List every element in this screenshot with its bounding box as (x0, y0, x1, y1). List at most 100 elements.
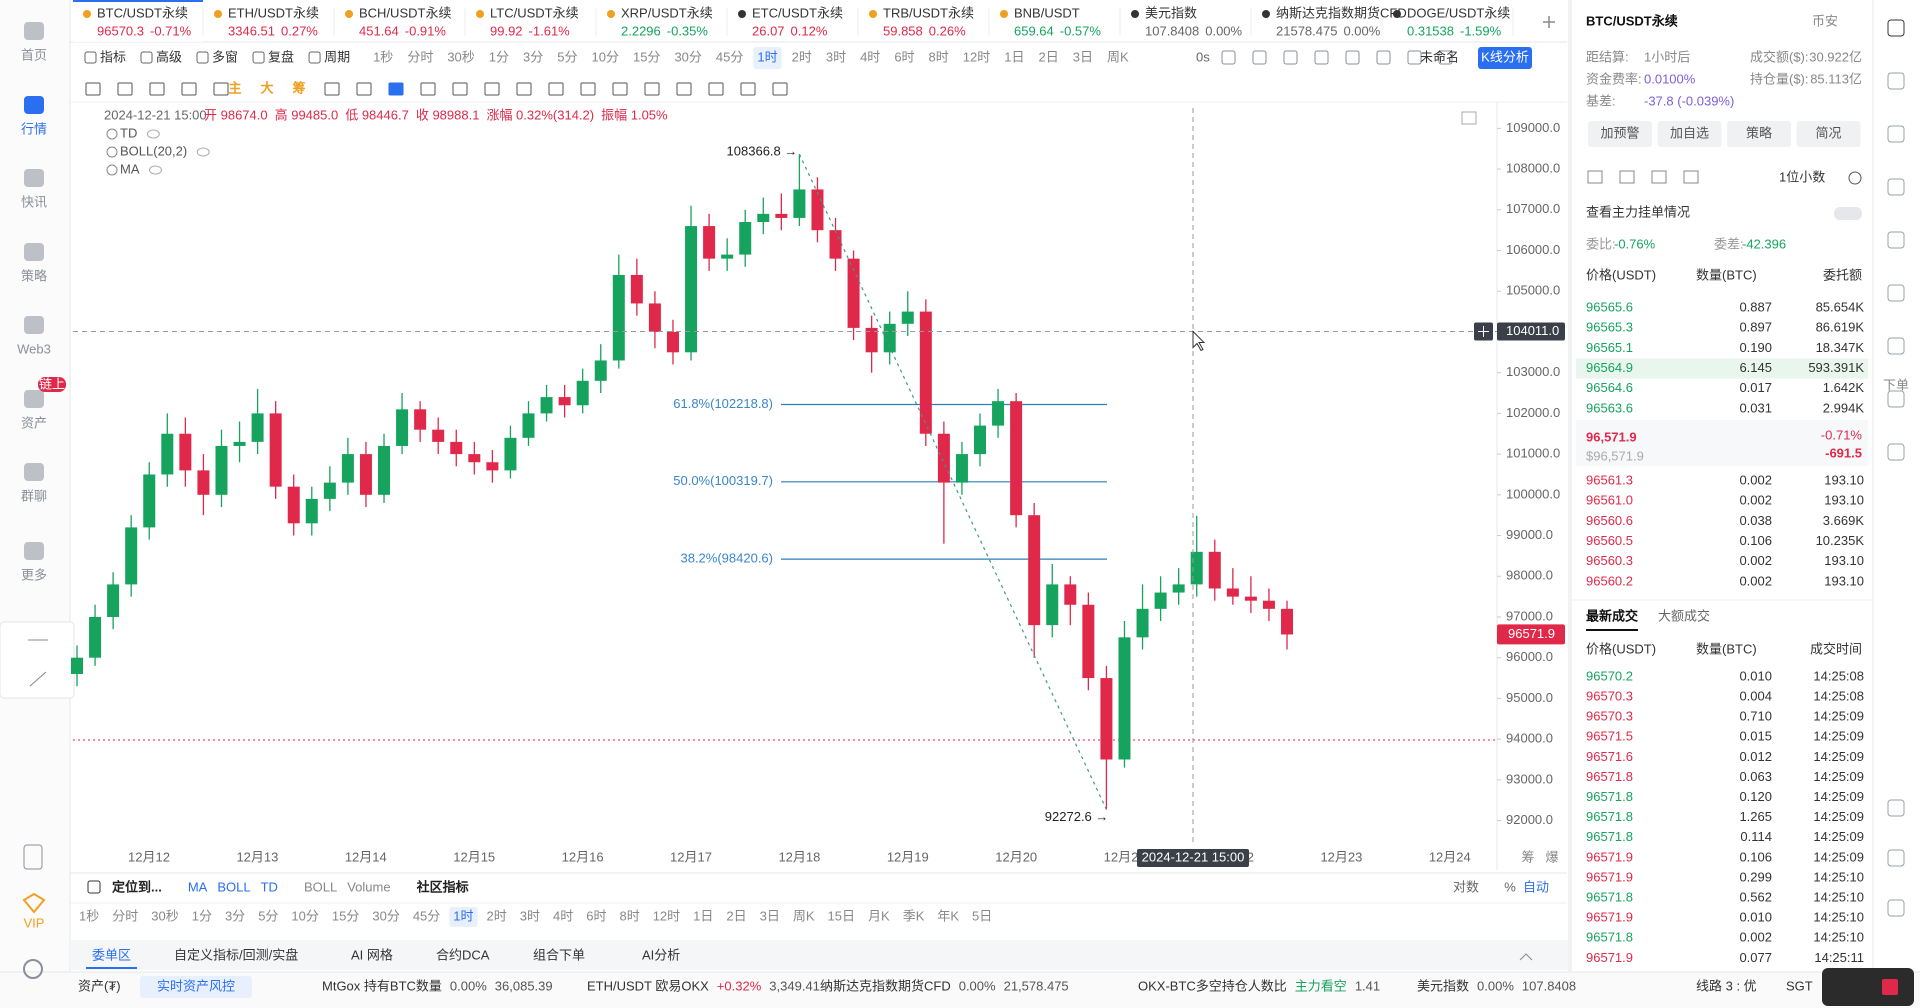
period[interactable]: 5分 (258, 908, 278, 923)
bottom-tab[interactable]: 自定义指标/回测/实盘 (174, 947, 298, 962)
period[interactable]: 周K (793, 908, 815, 923)
indicator-tag[interactable]: Volume (347, 879, 390, 894)
sidebar-item[interactable]: 更多 (21, 567, 47, 582)
toolbar-item[interactable]: 周期 (324, 49, 350, 64)
side-label[interactable]: 下单 (1883, 377, 1909, 392)
axis-extra[interactable]: 爆 (1545, 849, 1558, 864)
period[interactable]: 3时 (520, 908, 540, 923)
indicator-row-item[interactable]: 社区指标 (416, 879, 469, 894)
period[interactable]: 1分 (489, 49, 509, 64)
period[interactable]: 3分 (523, 49, 543, 64)
tab-name[interactable]: BTC/USDT永续 (97, 5, 188, 20)
period[interactable]: 8时 (929, 49, 949, 64)
period[interactable]: 30分 (372, 908, 399, 923)
period[interactable]: 30秒 (447, 49, 474, 64)
bottom-tab[interactable]: 委单区 (92, 947, 131, 962)
indicator-tag[interactable]: MA (188, 879, 208, 894)
period[interactable]: 季K (903, 908, 925, 923)
period[interactable]: 年K (937, 908, 959, 923)
indicator-tag[interactable]: TD (261, 879, 278, 894)
period[interactable]: 5分 (557, 49, 577, 64)
panel-button-label[interactable]: 加自选 (1670, 125, 1709, 140)
tab-name[interactable]: ETH/USDT永续 (228, 5, 319, 20)
period[interactable]: 12时 (653, 908, 680, 923)
scale-option[interactable]: 自动 (1523, 879, 1549, 894)
period[interactable]: 2日 (1038, 49, 1058, 64)
analysis-button-label[interactable]: K线分析 (1481, 49, 1529, 64)
period[interactable]: 3日 (1073, 49, 1093, 64)
sidebar-item[interactable]: Web3 (17, 341, 51, 356)
status-item[interactable]: 资产(₮) (78, 978, 121, 993)
period[interactable]: 1时 (453, 908, 473, 923)
precision[interactable]: 1位小数 (1779, 169, 1825, 184)
sidebar-item[interactable]: 资产 (21, 415, 47, 430)
indicator-tag[interactable]: BOLL (217, 879, 250, 894)
bottom-tab[interactable]: AI分析 (642, 947, 680, 962)
period[interactable]: 周K (1107, 49, 1129, 64)
period[interactable]: 12时 (963, 49, 990, 64)
panel-button-label[interactable]: 简况 (1815, 125, 1841, 140)
period[interactable]: 10分 (291, 908, 318, 923)
period[interactable]: 1秒 (79, 908, 99, 923)
period[interactable]: 45分 (716, 49, 743, 64)
period[interactable]: 8时 (619, 908, 639, 923)
sidebar-item[interactable]: 快讯 (21, 194, 47, 209)
panel-button-label[interactable]: 加预警 (1600, 125, 1639, 140)
period[interactable]: 1秒 (373, 49, 393, 64)
depth-link[interactable]: 查看主力挂单情况 (1586, 204, 1690, 219)
period[interactable]: 6时 (894, 49, 914, 64)
toolbar-item[interactable]: 高级 (156, 49, 182, 64)
sidebar-item[interactable]: 首页 (21, 47, 47, 62)
draw-tool[interactable]: 大 (260, 80, 273, 95)
period[interactable]: 4时 (860, 49, 880, 64)
period[interactable]: 5日 (972, 908, 992, 923)
tab-name[interactable]: BNB/USDT (1014, 5, 1080, 20)
indicator[interactable]: BOLL(20,2) (120, 143, 187, 158)
period[interactable]: 30秒 (151, 908, 178, 923)
period[interactable]: 10分 (592, 49, 619, 64)
toolbar-item[interactable]: 指标 (100, 49, 126, 64)
period[interactable]: 4时 (553, 908, 573, 923)
period[interactable]: 1时 (757, 49, 777, 64)
period[interactable]: 15日 (828, 908, 855, 923)
indicator[interactable]: MA (120, 161, 140, 176)
tab-name[interactable]: XRP/USDT永续 (621, 5, 713, 20)
bottom-tab[interactable]: AI 网格 (351, 947, 393, 962)
period[interactable]: 45分 (413, 908, 440, 923)
axis-extra[interactable]: 筹 (1521, 849, 1534, 864)
indicator-row-item[interactable]: 定位到... (111, 879, 162, 894)
trade-tab[interactable]: 大额成交 (1658, 608, 1710, 623)
vip[interactable]: VIP (24, 915, 45, 930)
period[interactable]: 1分 (192, 908, 212, 923)
period[interactable]: 1日 (693, 908, 713, 923)
period[interactable]: 月K (868, 908, 890, 923)
trade-tab[interactable]: 最新成交 (1586, 608, 1638, 623)
bottom-tab[interactable]: 组合下单 (533, 947, 585, 962)
indicator-tag[interactable]: BOLL (304, 879, 337, 894)
draw-tool[interactable]: 筹 (292, 80, 305, 95)
status-risk[interactable]: 实时资产风控 (157, 978, 235, 993)
period[interactable]: 15分 (332, 908, 359, 923)
period[interactable]: 2时 (487, 908, 507, 923)
draw-tool[interactable]: 主 (228, 80, 241, 95)
scale-option[interactable]: % (1504, 879, 1516, 894)
tab-name[interactable]: BCH/USDT永续 (359, 5, 451, 20)
toolbar-item[interactable]: 多窗 (212, 49, 238, 64)
period[interactable]: 1日 (1004, 49, 1024, 64)
period[interactable]: 2时 (792, 49, 812, 64)
layout-name[interactable]: 未命名 (1420, 49, 1459, 64)
tab-name[interactable]: LTC/USDT永续 (490, 5, 579, 20)
period[interactable]: 30分 (674, 49, 701, 64)
period[interactable]: 分时 (407, 49, 433, 64)
tab-name[interactable]: 美元指数 (1145, 5, 1197, 20)
tab-name[interactable]: DOGE/USDT永续 (1407, 5, 1510, 20)
period[interactable]: 3分 (225, 908, 245, 923)
sidebar-item[interactable]: 群聊 (21, 488, 47, 503)
sidebar-item[interactable]: 策略 (21, 268, 47, 283)
toolbar-item[interactable]: 复盘 (268, 49, 294, 64)
tab-name[interactable]: TRB/USDT永续 (883, 5, 974, 20)
period[interactable]: 分时 (112, 908, 138, 923)
indicator[interactable]: TD (120, 125, 137, 140)
panel-button-label[interactable]: 策略 (1746, 125, 1772, 140)
sidebar-item[interactable]: 行情 (21, 121, 47, 136)
